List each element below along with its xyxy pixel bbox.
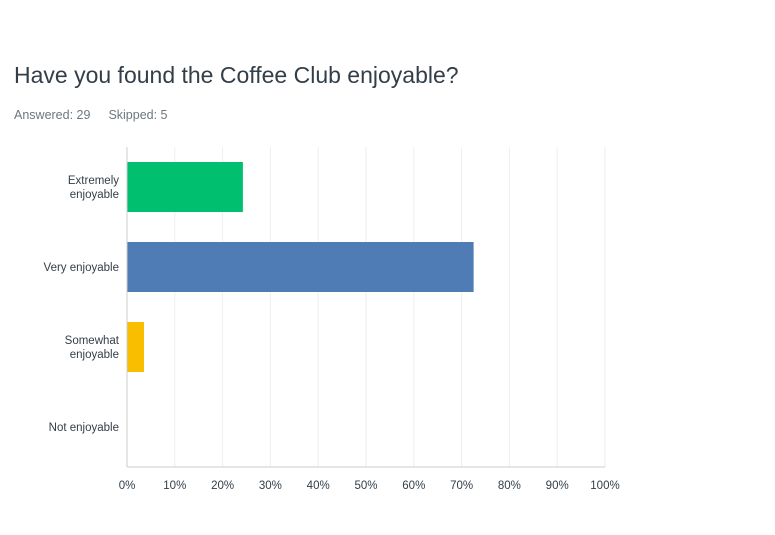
bar	[127, 162, 243, 212]
skipped-count: Skipped: 5	[108, 108, 168, 122]
x-tick-labels: 0% 10% 20% 30% 40% 50% 60% 70% 80% 90% 100%	[119, 480, 620, 492]
x-tick-label: 20%	[211, 480, 234, 492]
axes	[126, 147, 605, 468]
bar	[127, 242, 474, 292]
category-label: Very enjoyable	[44, 262, 119, 274]
bar	[127, 322, 144, 372]
x-tick-label: 60%	[402, 480, 425, 492]
category-label: Extremely enjoyable	[68, 175, 119, 201]
x-tick-label: 50%	[354, 480, 377, 492]
question-title: Have you found the Coffee Club enjoyable…	[14, 62, 459, 88]
answered-count: Answered: 29	[14, 108, 91, 122]
x-tick-label: 70%	[450, 480, 473, 492]
x-tick-label: 30%	[259, 480, 282, 492]
bars	[127, 162, 474, 372]
response-stats: Answered: 29 Skipped: 5	[14, 108, 168, 122]
x-tick-label: 0%	[119, 480, 136, 492]
category-labels: Extremely enjoyable Very enjoyable Somewhat…	[44, 175, 120, 434]
x-tick-label: 10%	[163, 480, 186, 492]
x-tick-label: 40%	[307, 480, 330, 492]
category-label: Somewhat enjoyable	[65, 335, 120, 361]
x-tick-label: 100%	[590, 480, 619, 492]
category-label: Not enjoyable	[49, 422, 119, 434]
x-tick-label: 90%	[546, 480, 569, 492]
x-tick-label: 80%	[498, 480, 521, 492]
grid-lines	[174, 147, 606, 467]
